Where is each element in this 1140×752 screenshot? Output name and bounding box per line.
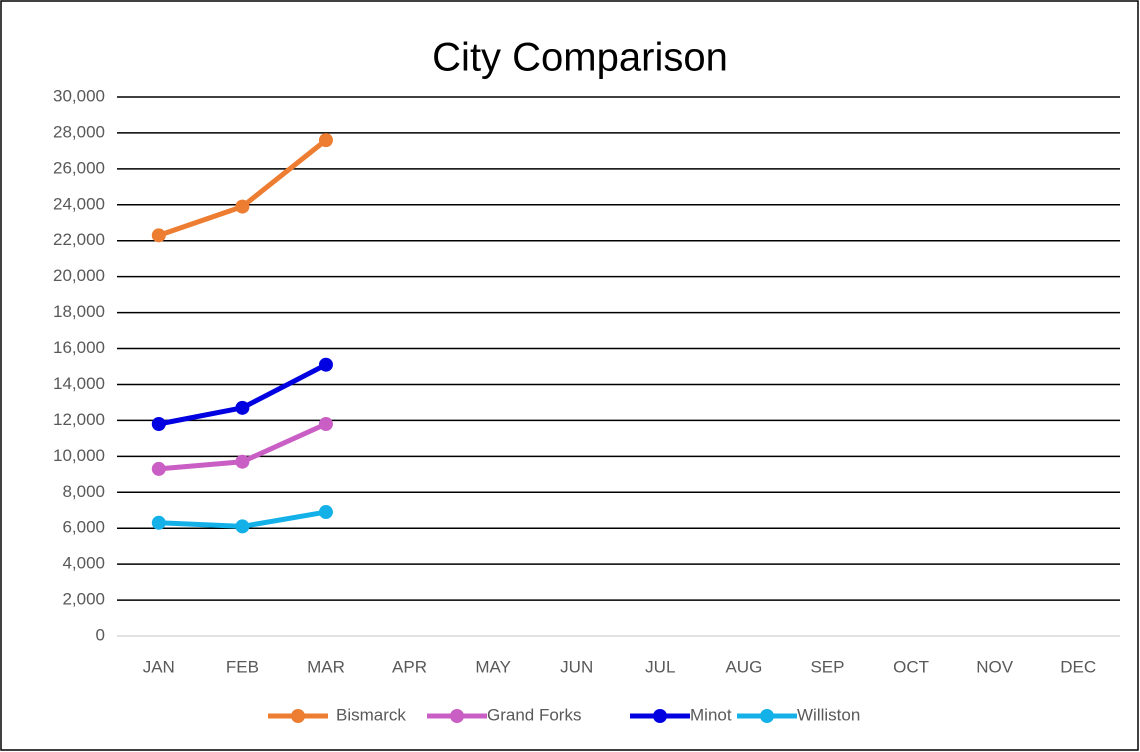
x-tick-label: MAY [475, 657, 511, 676]
data-point [151, 416, 166, 431]
y-tick-label: 16,000 [53, 338, 105, 357]
legend-marker [450, 709, 464, 723]
x-tick-label: DEC [1060, 657, 1096, 676]
y-tick-label: 28,000 [53, 122, 105, 141]
data-point [318, 357, 333, 372]
data-point [318, 416, 333, 431]
data-point [151, 461, 166, 476]
x-tick-label: AUG [725, 657, 762, 676]
y-tick-label: 4,000 [62, 554, 105, 573]
y-tick-label: 8,000 [62, 482, 105, 501]
legend-label: Grand Forks [487, 705, 581, 724]
data-point [151, 515, 166, 530]
data-point [235, 519, 250, 534]
x-tick-label: MAR [307, 657, 345, 676]
x-tick-label: SEP [810, 657, 844, 676]
y-tick-label: 10,000 [53, 446, 105, 465]
x-tick-label: JUN [560, 657, 593, 676]
legend-label: Williston [797, 705, 860, 724]
legend-marker [291, 709, 305, 723]
y-tick-label: 14,000 [53, 374, 105, 393]
x-tick-label: OCT [893, 657, 929, 676]
x-tick-label: APR [392, 657, 427, 676]
x-tick-label: JAN [143, 657, 175, 676]
x-tick-label: FEB [226, 657, 259, 676]
data-point [235, 400, 250, 415]
y-tick-label: 6,000 [62, 518, 105, 537]
y-tick-label: 24,000 [53, 194, 105, 213]
data-point [235, 199, 250, 214]
y-tick-label: 30,000 [53, 86, 105, 105]
data-point [318, 505, 333, 520]
y-tick-label: 26,000 [53, 158, 105, 177]
legend-label: Bismarck [336, 705, 406, 724]
y-tick-label: 20,000 [53, 266, 105, 285]
y-tick-label: 22,000 [53, 230, 105, 249]
y-tick-label: 0 [96, 625, 105, 644]
legend-marker [653, 709, 667, 723]
y-tick-label: 12,000 [53, 410, 105, 429]
y-tick-label: 18,000 [53, 302, 105, 321]
y-tick-label: 2,000 [62, 590, 105, 609]
legend-label: Minot [690, 705, 732, 724]
x-tick-label: NOV [976, 657, 1014, 676]
data-point [151, 228, 166, 243]
data-point [318, 133, 333, 148]
data-point [235, 454, 250, 469]
legend-marker [760, 709, 774, 723]
chart-title: City Comparison [432, 36, 728, 80]
x-tick-label: JUL [645, 657, 675, 676]
